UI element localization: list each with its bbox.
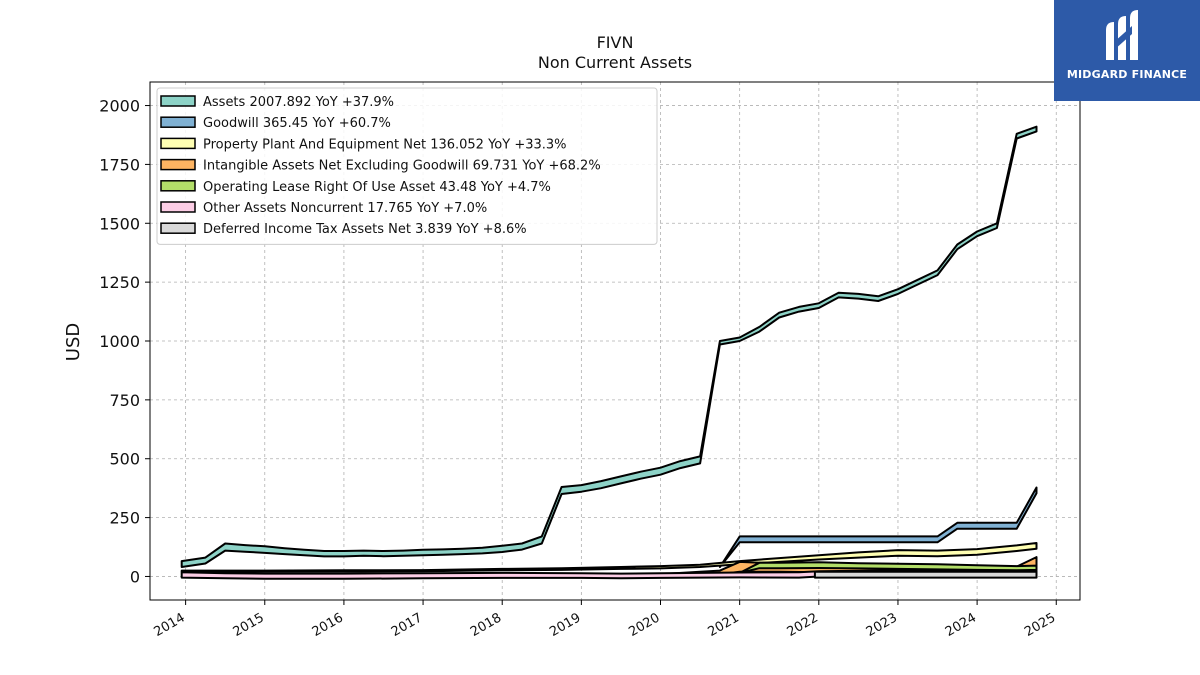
legend-swatch-3 [160, 158, 196, 171]
x-tick-label-2: 2016 [310, 610, 346, 640]
y-tick-label-6: 1500 [99, 214, 140, 233]
midgard-finance-logo: MIDGARD FINANCE [1054, 0, 1200, 101]
series-area-6 [813, 570, 1038, 579]
legend: Assets 2007.892 YoY +37.9% Goodwill 365.4… [156, 87, 658, 245]
series-area-4 [738, 561, 1038, 574]
series-area-0 [180, 125, 1038, 568]
x-tick-label-0: 2014 [151, 610, 187, 640]
y-tick-label-3: 750 [109, 391, 140, 410]
legend-swatch-1 [160, 116, 196, 128]
y-tick-label-1: 250 [109, 509, 140, 528]
x-tick-label-10: 2024 [943, 610, 979, 640]
x-tick-label-7: 2021 [705, 610, 741, 640]
chart-title: FIVN [597, 33, 634, 52]
series-area-2 [180, 542, 1038, 573]
plot-areas [180, 125, 1038, 580]
legend-box [156, 87, 658, 245]
legend-entry-5: Other Assets Noncurrent 17.765 YoY +7.0% [203, 201, 487, 216]
y-tick-label-0: 0 [130, 567, 140, 586]
y-axis-label: USD [63, 323, 84, 361]
legend-entry-0: Assets 2007.892 YoY +37.9% [203, 95, 394, 110]
y-tick-label-2: 500 [109, 450, 140, 469]
y-tick-label-4: 1000 [99, 332, 140, 351]
legend-entry-2: Property Plant And Equipment Net 136.052… [203, 137, 567, 152]
y-tick-label-7: 1750 [99, 155, 140, 174]
legend-swatch-5 [160, 201, 196, 213]
x-tick-label-3: 2017 [389, 610, 425, 640]
legend-entry-3: Intangible Assets Net Excluding Goodwill… [203, 159, 601, 174]
x-tick-label-11: 2025 [1022, 610, 1058, 640]
series-area-1 [718, 486, 1038, 568]
logo-text: MIDGARD FINANCE [1066, 68, 1188, 81]
chart-subtitle: Non Current Assets [538, 53, 692, 72]
x-tick-label-4: 2018 [468, 610, 504, 640]
legend-entry-4: Operating Lease Right Of Use Asset 43.48… [203, 180, 551, 195]
x-tick-label-9: 2023 [864, 610, 900, 640]
x-tick-label-5: 2019 [547, 610, 583, 640]
legend-swatch-0 [160, 95, 196, 107]
legend-swatch-2 [160, 137, 196, 150]
legend-swatch-4 [160, 180, 196, 192]
legend-swatch-6 [160, 222, 196, 234]
x-tick-label-1: 2015 [231, 610, 267, 640]
y-tick-label-8: 2000 [99, 97, 140, 116]
x-tick-label-8: 2022 [785, 610, 821, 640]
legend-entry-1: Goodwill 365.45 YoY +60.7% [203, 116, 391, 131]
legend-entry-6: Deferred Income Tax Assets Net 3.839 YoY… [203, 222, 527, 237]
midgard-m-icon [1106, 10, 1138, 60]
y-tick-label-5: 1250 [99, 273, 140, 292]
x-tick-label-6: 2020 [626, 610, 662, 640]
